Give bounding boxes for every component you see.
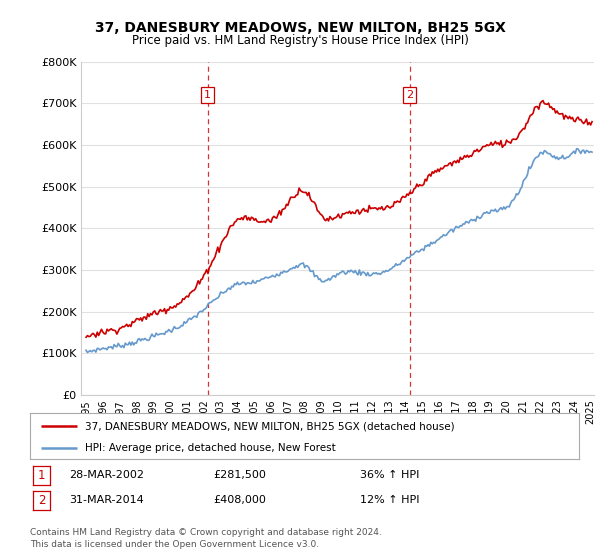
Text: 28-MAR-2002: 28-MAR-2002 — [69, 470, 144, 480]
Text: 36% ↑ HPI: 36% ↑ HPI — [360, 470, 419, 480]
Text: 2: 2 — [406, 90, 413, 100]
Text: 12% ↑ HPI: 12% ↑ HPI — [360, 494, 419, 505]
Text: 2: 2 — [38, 494, 45, 507]
Text: 31-MAR-2014: 31-MAR-2014 — [69, 494, 144, 505]
Text: £408,000: £408,000 — [213, 494, 266, 505]
Text: 37, DANESBURY MEADOWS, NEW MILTON, BH25 5GX (detached house): 37, DANESBURY MEADOWS, NEW MILTON, BH25 … — [85, 421, 455, 431]
Text: £281,500: £281,500 — [213, 470, 266, 480]
Text: This data is licensed under the Open Government Licence v3.0.: This data is licensed under the Open Gov… — [30, 540, 319, 549]
Text: HPI: Average price, detached house, New Forest: HPI: Average price, detached house, New … — [85, 443, 335, 452]
Text: 37, DANESBURY MEADOWS, NEW MILTON, BH25 5GX: 37, DANESBURY MEADOWS, NEW MILTON, BH25 … — [95, 21, 505, 35]
Text: 1: 1 — [38, 469, 45, 482]
Text: 1: 1 — [204, 90, 211, 100]
Text: Contains HM Land Registry data © Crown copyright and database right 2024.: Contains HM Land Registry data © Crown c… — [30, 528, 382, 536]
Text: Price paid vs. HM Land Registry's House Price Index (HPI): Price paid vs. HM Land Registry's House … — [131, 34, 469, 46]
